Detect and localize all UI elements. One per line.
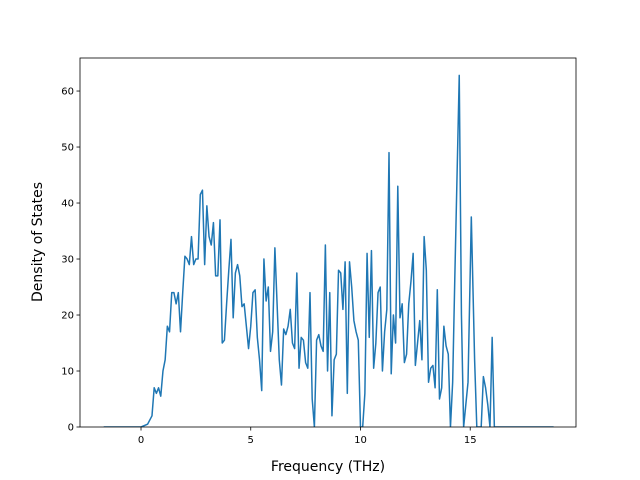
y-tick-label: 60 bbox=[61, 87, 74, 98]
x-axis-label: Frequency (THz) bbox=[271, 459, 385, 475]
y-tick-label: 40 bbox=[61, 199, 74, 210]
y-axis-label: Density of States bbox=[30, 182, 46, 302]
x-tick-label: 15 bbox=[464, 435, 477, 446]
y-tick-label: 10 bbox=[61, 367, 74, 378]
y-tick-label: 30 bbox=[61, 255, 74, 266]
x-tick-label: 5 bbox=[248, 435, 254, 446]
y-tick-label: 50 bbox=[61, 143, 74, 154]
x-tick-label: 10 bbox=[354, 435, 367, 446]
y-tick-label: 20 bbox=[61, 311, 74, 322]
x-tick-label: 0 bbox=[138, 435, 144, 446]
y-tick-label: 0 bbox=[68, 423, 74, 434]
data-line bbox=[103, 74, 554, 427]
axes-frame bbox=[79, 57, 577, 428]
